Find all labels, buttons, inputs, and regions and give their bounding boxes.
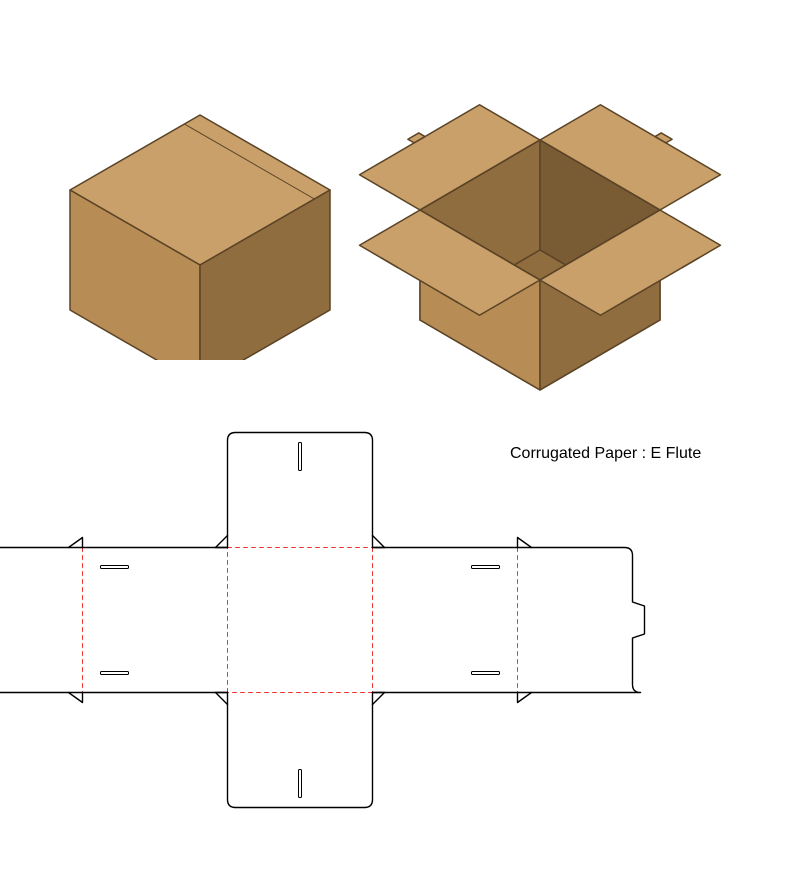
open-box [0, 0, 800, 400]
dieline [0, 400, 800, 870]
diagram-container: Corrugated Paper : E Flute [0, 0, 800, 850]
